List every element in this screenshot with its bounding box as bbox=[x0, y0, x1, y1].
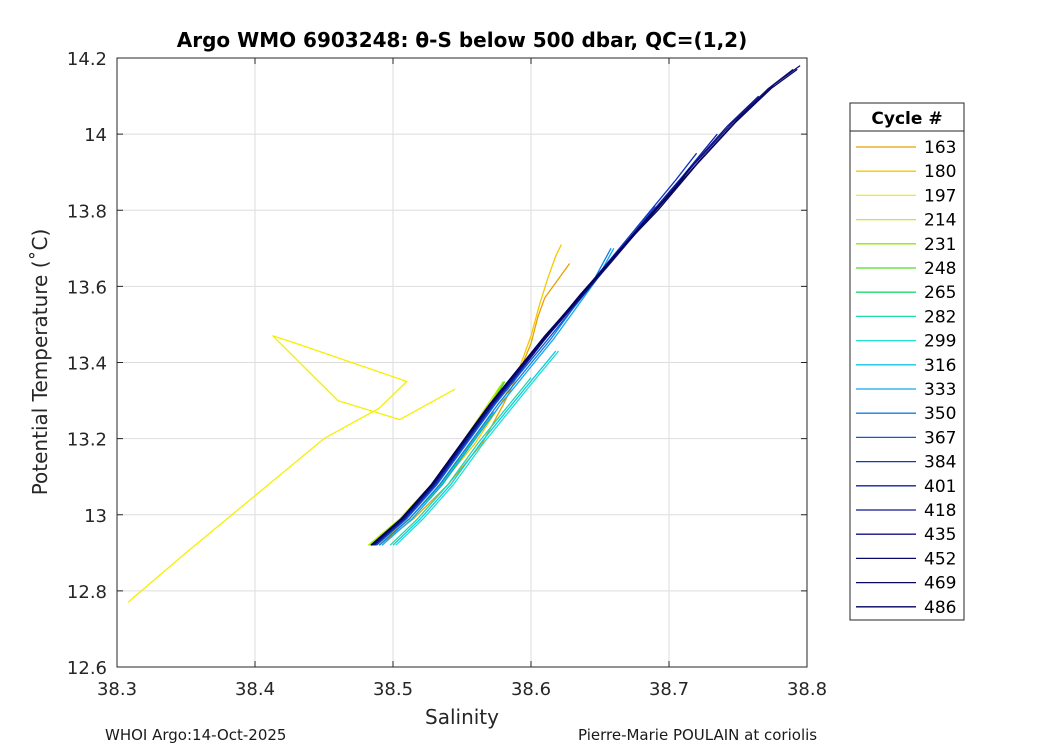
legend-label: 197 bbox=[924, 186, 956, 206]
legend-label: 333 bbox=[924, 380, 956, 400]
x-tick-label: 38.5 bbox=[373, 679, 413, 700]
y-axis-label: Potential Temperature (˚C) bbox=[28, 229, 52, 496]
legend-label: 180 bbox=[924, 162, 956, 182]
y-tick-label: 14 bbox=[84, 125, 107, 146]
footer-right: Pierre-Marie POULAIN at coriolis bbox=[578, 726, 818, 744]
legend-label: 452 bbox=[924, 549, 956, 569]
y-tick-label: 13.6 bbox=[67, 277, 107, 298]
x-tick-label: 38.6 bbox=[511, 679, 551, 700]
x-axis-ticks: 38.3 38.4 38.5 38.6 38.7 38.8 bbox=[97, 58, 827, 700]
legend-label: 435 bbox=[924, 525, 956, 545]
legend: Cycle # 163 180 197 214 231 248 265 282 299 316 33… bbox=[849, 102, 965, 621]
x-tick-label: 38.3 bbox=[97, 679, 137, 700]
y-tick-label: 13.8 bbox=[67, 201, 107, 222]
legend-label: 265 bbox=[924, 283, 956, 303]
footer-left: WHOI Argo:14-Oct-2025 bbox=[105, 726, 287, 744]
legend-label: 486 bbox=[924, 598, 956, 618]
chart-title: Argo WMO 6903248: θ-S below 500 dbar, QC… bbox=[177, 28, 747, 52]
series-line-316 bbox=[392, 350, 557, 546]
series-line-299 bbox=[395, 350, 560, 546]
legend-items: 163 180 197 214 231 248 265 282 299 316 333 350 367 3… bbox=[856, 138, 956, 618]
legend-label: 214 bbox=[924, 211, 956, 231]
legend-label: 231 bbox=[924, 235, 956, 255]
legend-label: 282 bbox=[924, 307, 956, 327]
legend-label: 401 bbox=[924, 477, 956, 497]
y-tick-label: 13 bbox=[84, 506, 107, 527]
legend-label: 469 bbox=[924, 574, 956, 594]
y-tick-label: 12.8 bbox=[67, 582, 107, 603]
series-line-486 bbox=[370, 168, 691, 546]
y-tick-label: 14.2 bbox=[67, 49, 107, 70]
x-tick-label: 38.4 bbox=[235, 679, 275, 700]
legend-label: 248 bbox=[924, 259, 956, 279]
legend-label: 367 bbox=[924, 428, 956, 448]
legend-label: 163 bbox=[924, 138, 956, 158]
series-group bbox=[127, 65, 801, 603]
legend-label: 299 bbox=[924, 332, 956, 352]
legend-label: 418 bbox=[924, 501, 956, 521]
legend-label: 384 bbox=[924, 453, 956, 473]
series-line-333 bbox=[381, 247, 615, 546]
x-tick-label: 38.7 bbox=[649, 679, 689, 700]
x-axis-label: Salinity bbox=[425, 705, 499, 729]
legend-label: 316 bbox=[924, 356, 956, 376]
y-axis-ticks: 12.6 12.8 13 13.2 13.4 13.6 13.8 14 14.2 bbox=[67, 49, 807, 679]
y-tick-label: 12.6 bbox=[67, 658, 107, 679]
series-line-197 bbox=[127, 335, 456, 603]
legend-title: Cycle # bbox=[871, 109, 942, 129]
y-tick-label: 13.4 bbox=[67, 354, 107, 375]
x-tick-label: 38.8 bbox=[787, 679, 827, 700]
series-line-282 bbox=[389, 377, 532, 546]
legend-label: 350 bbox=[924, 404, 956, 424]
y-tick-label: 13.2 bbox=[67, 430, 107, 451]
